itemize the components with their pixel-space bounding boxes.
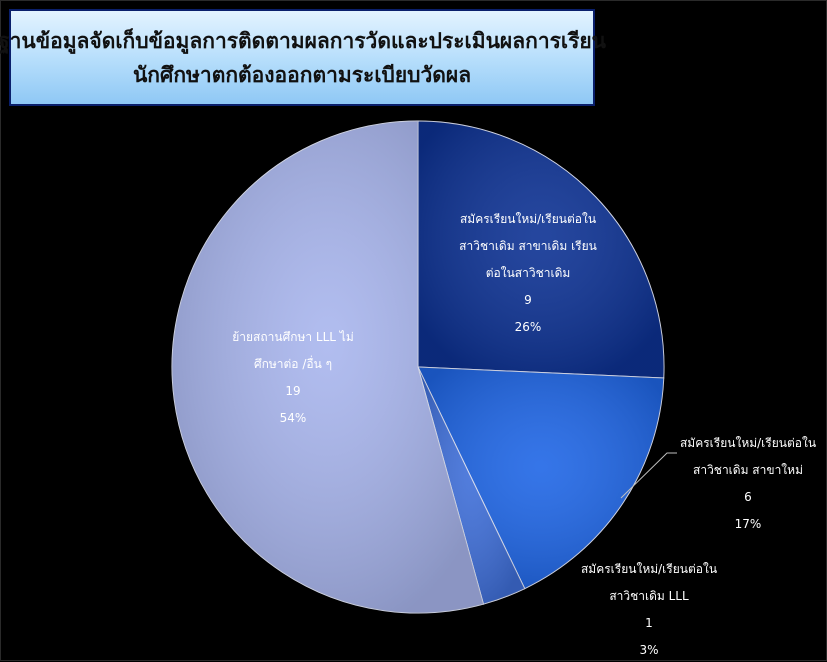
pie-slice-shade-1 bbox=[418, 121, 664, 379]
slice-percent-label-2: 17% bbox=[735, 517, 762, 531]
slice-percent-label-1: 26% bbox=[515, 320, 542, 334]
slice-category-label-2: สาวิชาเดิม สาขาใหม่ bbox=[693, 463, 803, 477]
slice-percent-label-3: 3% bbox=[639, 643, 658, 657]
slice-category-label-1: สมัครเรียนใหม่/เรียนต่อใน bbox=[460, 212, 596, 226]
chart-title-line-1: ฐานข้อมูลจัดเก็บข้อมูลการติดตามผลการวัดแ… bbox=[0, 27, 607, 53]
slice-category-label-1: ต่อในสาวิชาเดิม bbox=[486, 266, 571, 280]
slice-value-label-3: 1 bbox=[645, 616, 653, 630]
pie-slice-shade-4 bbox=[171, 121, 484, 614]
slice-category-label-3: สาวิชาเดิม LLL bbox=[609, 589, 689, 603]
slice-value-label-2: 6 bbox=[744, 490, 752, 504]
slice-category-label-1: สาวิชาเดิม สาขาเดิม เรียน bbox=[459, 239, 597, 253]
pie-slice-shade-3 bbox=[418, 367, 525, 605]
slice-category-label-4: ศึกษาต่อ /อื่น ๆ bbox=[254, 355, 332, 371]
slice-percent-label-4: 54% bbox=[280, 411, 307, 425]
slice-value-label-4: 19 bbox=[285, 384, 300, 398]
chart-title-line-2: นักศึกษาตกต้องออกตามระเบียบวัดผล bbox=[132, 61, 472, 87]
slice-value-label-1: 9 bbox=[524, 293, 532, 307]
slice-category-label-4: ย้ายสถานศึกษา LLL ไม่ bbox=[232, 330, 354, 344]
slice-category-label-2: สมัครเรียนใหม่/เรียนต่อใน bbox=[680, 436, 816, 450]
pie-slice-shade-2 bbox=[418, 367, 664, 589]
slice-category-label-3: สมัครเรียนใหม่/เรียนต่อใน bbox=[581, 562, 717, 576]
chart-title-box: ฐานข้อมูลจัดเก็บข้อมูลการติดตามผลการวัดแ… bbox=[0, 9, 606, 106]
leader-line-2 bbox=[620, 452, 677, 499]
